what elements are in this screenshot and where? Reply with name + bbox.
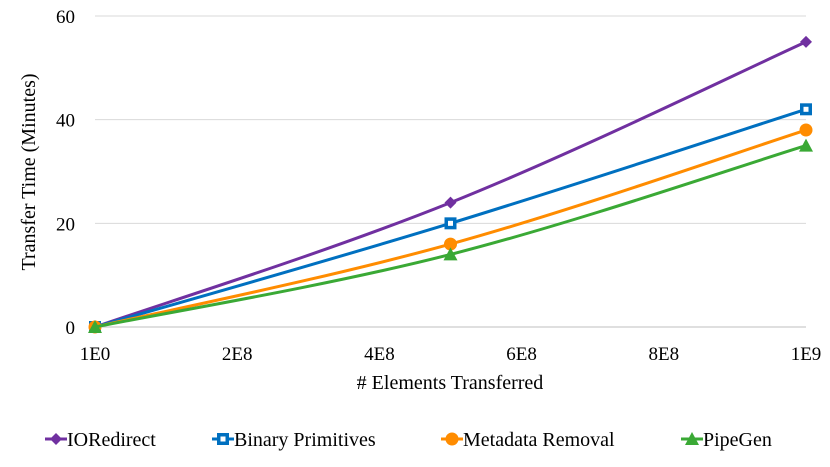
- x-axis-ticks: 1E0 2E8 4E8 6E8 8E8 1E9: [80, 344, 822, 365]
- legend-item-metadata-removal: Metadata Removal: [441, 429, 615, 451]
- series-line-ioredirect: [94, 40, 807, 329]
- series-line-pipegen: [94, 144, 807, 329]
- data-point-pipegen: [799, 138, 813, 152]
- series-pipegen: [88, 138, 813, 333]
- data-point-metadata-removal: [444, 237, 457, 251]
- data-point-ioredirect: [444, 196, 457, 209]
- x-axis-title: # Elements Transferred: [357, 372, 544, 394]
- legend-label: Metadata Removal: [463, 429, 615, 451]
- series-ioredirect: [89, 35, 812, 333]
- y-axis-title: Transfer Time (Minutes): [18, 73, 40, 270]
- data-point-binary-primitives: [444, 217, 457, 230]
- data-point-pipegen: [443, 247, 458, 261]
- data-point-metadata-removal: [799, 123, 813, 137]
- legend-circle-icon: [445, 432, 459, 446]
- x-tick-label: 4E8: [364, 344, 395, 365]
- gridlines: [95, 15, 806, 328]
- series-binary-primitives: [89, 103, 812, 333]
- series-lines: [88, 35, 813, 334]
- x-tick-label: 2E8: [222, 344, 253, 365]
- legend-triangle-icon: [685, 432, 699, 445]
- x-tick-label: 8E8: [648, 344, 679, 365]
- x-tick-label: 1E9: [791, 344, 822, 365]
- legend-label: PipeGen: [703, 429, 772, 451]
- data-point-ioredirect: [800, 35, 812, 48]
- y-tick-label: 40: [56, 111, 75, 132]
- y-axis-ticks: 0 20 40 60: [56, 7, 75, 339]
- legend-square-icon: [217, 433, 229, 445]
- y-tick-label: 0: [66, 318, 76, 339]
- data-point-binary-primitives: [800, 103, 812, 116]
- legend-label: Binary Primitives: [234, 429, 376, 451]
- x-tick-label: 1E0: [80, 344, 111, 365]
- legend-diamond-icon: [50, 433, 62, 445]
- legend-label: IORedirect: [67, 429, 156, 451]
- y-tick-label: 60: [56, 7, 75, 28]
- legend-item-ioredirect: IORedirect: [45, 429, 156, 451]
- legend: IORedirect Binary Primitives Metadata Remo…: [45, 429, 772, 451]
- y-tick-label: 20: [56, 214, 75, 235]
- x-tick-label: 6E8: [506, 344, 537, 365]
- legend-item-binary-primitives: Binary Primitives: [212, 429, 376, 451]
- legend-item-pipegen: PipeGen: [681, 429, 772, 451]
- data-point-pipegen: [88, 320, 102, 333]
